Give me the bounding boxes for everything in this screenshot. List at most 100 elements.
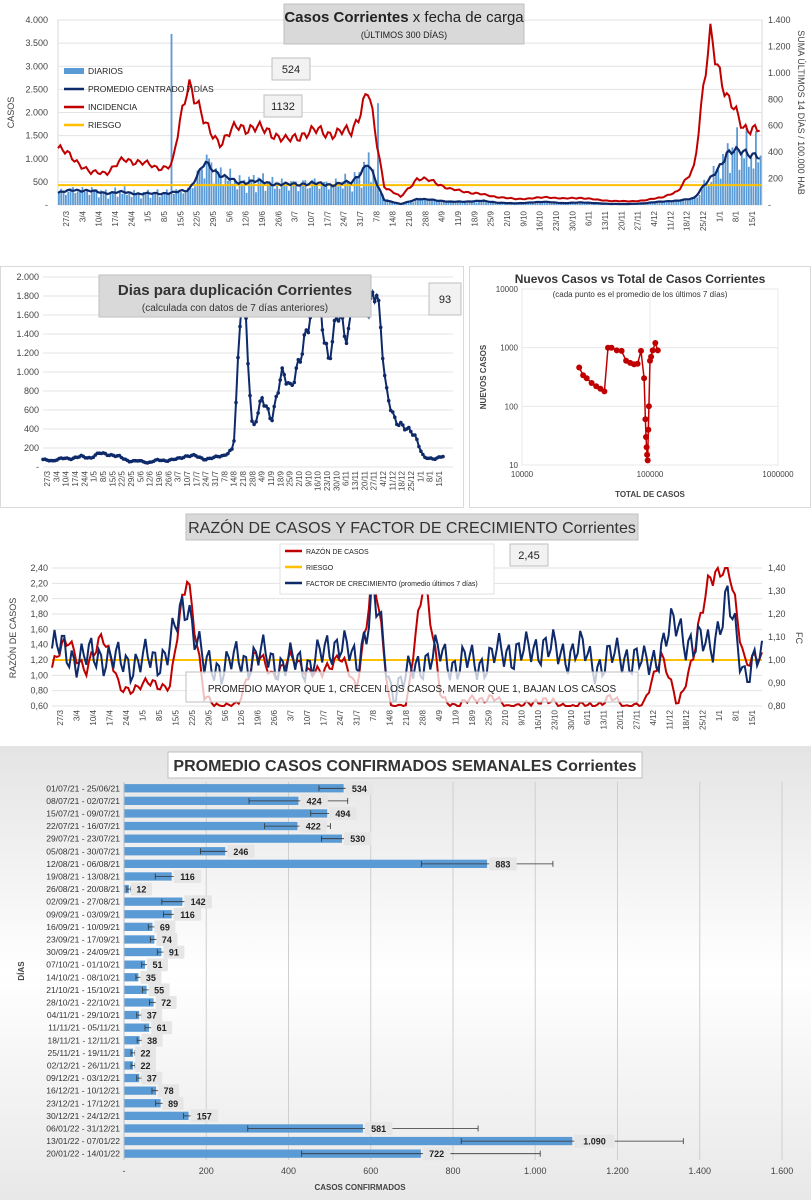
casos-diarios-bar xyxy=(726,143,729,205)
dup-xtick: 17/4 xyxy=(71,470,80,486)
casos-y2tick: 400 xyxy=(768,147,783,157)
casos-diarios-bar xyxy=(679,200,682,205)
razon-xtick: 24/4 xyxy=(122,709,131,725)
casos-diarios-bar xyxy=(403,204,405,205)
casos-diarios-bar xyxy=(757,162,760,205)
dup-xtick: 20/11 xyxy=(360,470,369,490)
casos-xtick: 10/4 xyxy=(95,210,104,226)
scatter-xlabel: TOTAL DE CASOS xyxy=(615,490,685,499)
dup-point xyxy=(258,399,262,403)
promedio-bar xyxy=(124,834,342,843)
casos-diarios-bar xyxy=(130,196,133,205)
dup-point xyxy=(344,341,349,346)
dup-point xyxy=(342,334,347,339)
razon-xtick: 4/12 xyxy=(649,709,658,725)
promedio-bar xyxy=(124,821,298,831)
casos-xtick: 25/12 xyxy=(699,210,708,231)
casos-diarios-bar xyxy=(135,194,138,205)
razon-xtick: 27/3 xyxy=(56,709,65,725)
casos-diarios-bar xyxy=(222,185,225,205)
casos-diarios-bar xyxy=(234,179,236,205)
casos-diarios-bar xyxy=(196,170,199,205)
casos-diarios-bar xyxy=(372,169,375,205)
casos-ytick: 3.500 xyxy=(25,38,48,48)
dup-point xyxy=(370,290,375,295)
promedio-value-box xyxy=(146,958,168,972)
promedio-bar xyxy=(124,784,344,793)
casos-diarios-bar xyxy=(536,202,539,205)
promedio-value-box xyxy=(135,1046,157,1060)
promedio-value-label: 69 xyxy=(160,922,170,932)
casos-diarios-bar xyxy=(128,192,131,205)
promedio-category-label: 21/10/21 - 15/10/21 xyxy=(46,985,120,995)
dup-point xyxy=(236,355,240,360)
promedio-value-label: 74 xyxy=(162,935,172,945)
casos-diarios-bar xyxy=(393,203,396,205)
casos-diarios-bar xyxy=(264,190,267,205)
scatter-xtick: 100000 xyxy=(637,470,664,479)
casos-diarios-bar xyxy=(487,201,490,205)
promedio-value-label: 883 xyxy=(495,859,510,869)
razon-xtick: 26/6 xyxy=(270,709,279,725)
dup-xtick: 8/5 xyxy=(99,470,108,482)
dup-point xyxy=(238,324,242,329)
casos-y2label: SUMA ÚLTIMOS 14 DÍAS / 100.000 HAB xyxy=(796,30,806,194)
casos-xtick: 13/11 xyxy=(601,210,610,230)
casos-xtick: 24/7 xyxy=(340,210,349,226)
casos-diarios-bar xyxy=(689,199,692,205)
casos-diarios-bar xyxy=(198,167,201,205)
dup-point xyxy=(272,404,277,409)
promedio-value-box xyxy=(135,1059,157,1072)
casos-diarios-bar xyxy=(255,192,257,205)
casos-annotation: 524 xyxy=(282,64,300,76)
casos-diarios-bar xyxy=(654,202,656,205)
dup-ytick: 200 xyxy=(24,443,39,453)
casos-diarios-bar xyxy=(217,172,220,205)
casos-xtick: 19/6 xyxy=(258,210,267,226)
casos-diarios-bar xyxy=(88,194,91,205)
razon-xtick: 9/10 xyxy=(517,709,526,725)
casos-diarios-bar xyxy=(203,178,206,205)
casos-xtick: 20/11 xyxy=(617,210,626,230)
promedio-category-label: 12/08/21 - 06/08/21 xyxy=(46,859,120,869)
casos-xtick: 11/12 xyxy=(666,210,675,230)
casos-diarios-bar xyxy=(708,184,710,205)
casos-diarios-bar xyxy=(485,202,487,205)
casos-xtick: 25/9 xyxy=(487,210,496,226)
casos-diarios-bar xyxy=(257,177,260,205)
promedio-category-label: 25/11/21 - 19/11/21 xyxy=(48,1048,121,1058)
dup-xtick: 18/12 xyxy=(398,470,407,491)
casos-xtick: 29/5 xyxy=(209,210,218,226)
dup-point xyxy=(393,415,397,419)
casos-xtick: 9/10 xyxy=(519,210,528,226)
scatter-line xyxy=(578,340,659,461)
casos-diarios-bar xyxy=(177,190,180,205)
dup-point xyxy=(419,449,423,453)
promedio-value-box xyxy=(190,1109,219,1123)
casos-diarios-bar xyxy=(346,182,349,205)
casos-diarios-bar xyxy=(180,192,182,205)
casos-diarios-bar xyxy=(147,189,149,205)
casos-diarios-bar xyxy=(187,187,189,205)
casos-diarios-bar xyxy=(419,197,422,205)
dup-point xyxy=(234,400,238,405)
casos-diarios-bar xyxy=(464,201,466,205)
razon-y2tick: 1,10 xyxy=(768,632,786,642)
razon-title-box xyxy=(185,513,639,541)
dup-xtick: 11/12 xyxy=(388,470,397,490)
casos-diarios-bar xyxy=(417,198,419,205)
promedio-bar xyxy=(124,1036,140,1045)
casos-diarios-bar xyxy=(569,203,572,205)
casos-diarios-bar xyxy=(532,202,534,205)
casos-diarios-bar xyxy=(194,186,196,205)
promedio-category-label: 23/12/21 - 17/12/21 xyxy=(46,1098,120,1108)
casos-xtick: 1/5 xyxy=(144,210,153,222)
promedio-title-box xyxy=(167,751,643,779)
casos-diarios-bar xyxy=(710,182,713,205)
dup-point xyxy=(230,447,234,451)
casos-diarios-bar xyxy=(717,169,720,205)
casos-diarios-bar xyxy=(299,185,302,205)
casos-xtick: 31/7 xyxy=(356,210,365,226)
casos-xtick: 30/10 xyxy=(568,210,577,231)
promedio-category-label: 08/07/21 - 02/07/21 xyxy=(46,796,120,806)
